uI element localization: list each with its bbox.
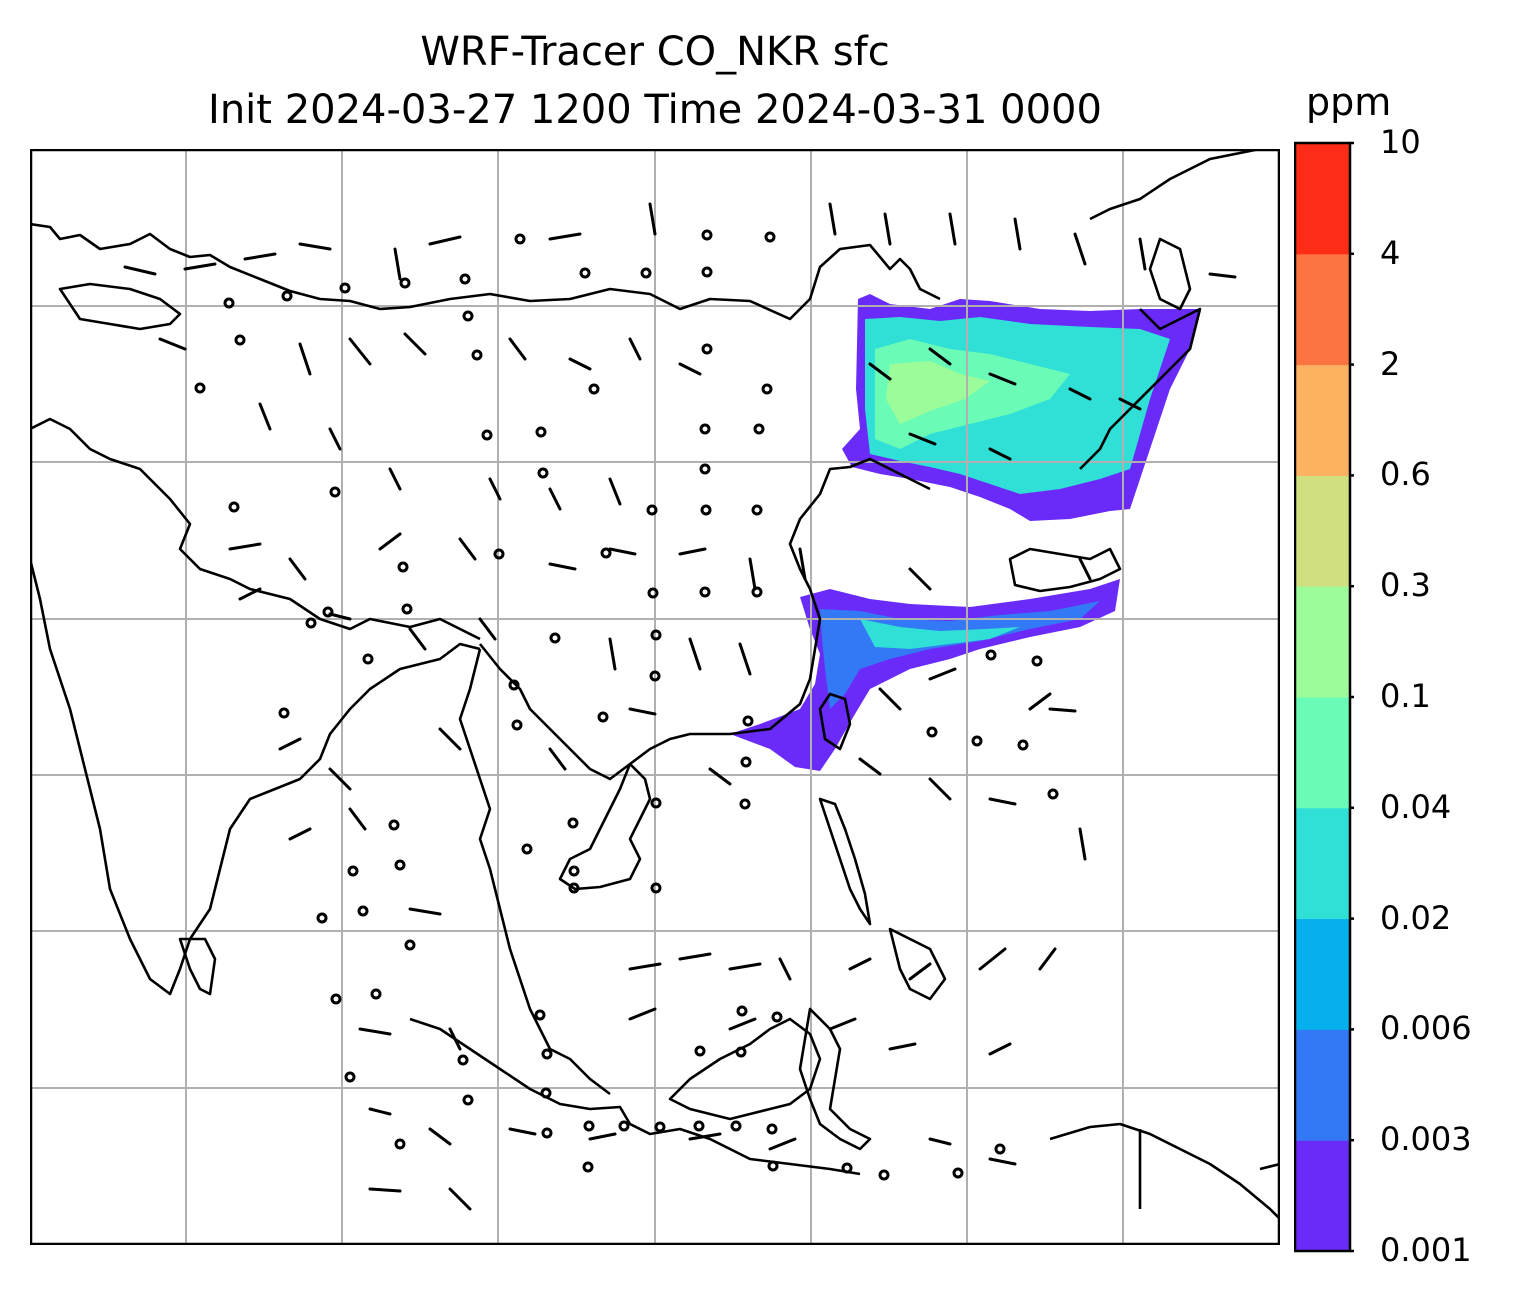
colorbar-band — [1295, 475, 1350, 587]
colorbar-tick-label: 10 — [1380, 123, 1421, 161]
colorbar-tick-label: 0.001 — [1380, 1231, 1472, 1269]
map-title-line-2: Init 2024-03-27 1200 Time 2024-03-31 000… — [208, 87, 1102, 133]
calm-wind-markers — [194, 229, 1059, 1181]
colorbar-band — [1295, 807, 1350, 920]
colorbar-band — [1295, 697, 1350, 809]
colorbar-tick-label: 4 — [1380, 233, 1401, 272]
wind-barbs — [123, 202, 1237, 1211]
colorbar-band — [1295, 143, 1350, 255]
colorbar-tick-label: 0.02 — [1380, 898, 1452, 937]
colorbar-tick-label: 0.003 — [1380, 1120, 1472, 1159]
colorbar-unit: ppm — [1306, 80, 1392, 124]
colorbar-band — [1295, 586, 1350, 698]
colorbar-tick-label: 0.1 — [1380, 677, 1431, 715]
colorbar-band — [1295, 364, 1350, 476]
colorbar — [1294, 141, 1354, 1253]
colorbar-band — [1295, 1140, 1350, 1252]
colorbar-tick-label: 0.04 — [1380, 787, 1452, 826]
plume-cyan-south — [860, 619, 1020, 649]
plume-peak-north — [886, 361, 990, 424]
map-frame — [30, 149, 1280, 1245]
colorbar-band — [1295, 918, 1350, 1030]
colorbar-band — [1295, 1029, 1350, 1141]
plume-low-south — [730, 579, 1120, 771]
colorbar-tick-label: 0.006 — [1380, 1009, 1472, 1048]
colorbar-band — [1295, 253, 1350, 366]
tracer-plume-north — [842, 294, 1200, 521]
map-title-line-1: WRF-Tracer CO_NKR sfc — [420, 29, 890, 75]
colorbar-tick-label: 0.6 — [1380, 455, 1431, 494]
map-plot-area — [30, 149, 1280, 1245]
tracer-plume-south — [730, 579, 1120, 771]
gridlines — [30, 149, 1280, 1245]
colorbar-tick-label: 0.3 — [1380, 566, 1431, 605]
coastlines — [30, 149, 1280, 1220]
colorbar-tick-label: 2 — [1380, 344, 1401, 383]
